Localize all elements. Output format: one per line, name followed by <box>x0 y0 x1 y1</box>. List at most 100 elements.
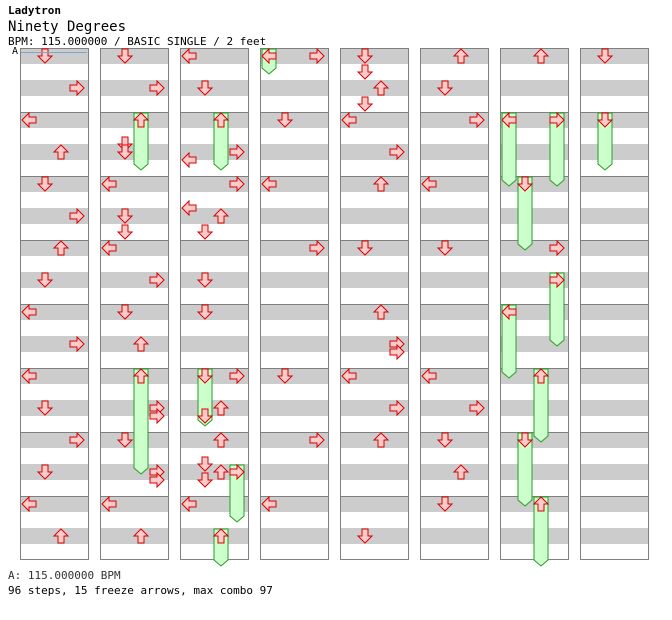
beat-band <box>420 528 488 544</box>
beat-band <box>580 336 648 352</box>
beat-band <box>420 144 488 160</box>
step-arrow-down <box>196 408 214 424</box>
beat-band <box>100 464 168 480</box>
beat-band <box>340 464 408 480</box>
freeze-arrow <box>501 112 517 187</box>
step-arrow-down <box>116 224 134 240</box>
beat-band <box>260 336 328 352</box>
step-arrow-right <box>309 239 325 257</box>
beat-band <box>420 80 488 96</box>
step-arrow-left <box>101 495 117 513</box>
step-arrow-right <box>389 343 405 361</box>
beat-band <box>580 144 648 160</box>
beat-band <box>20 464 88 480</box>
step-arrow-down <box>36 176 54 192</box>
beat-band <box>500 464 568 480</box>
step-arrow-left <box>181 199 197 217</box>
beat-band <box>420 112 488 128</box>
beat-band <box>420 208 488 224</box>
freeze-head-arrow <box>261 47 277 65</box>
beat-band <box>20 48 88 64</box>
beat-band <box>20 208 88 224</box>
measure <box>20 112 88 176</box>
beat-band <box>580 432 648 448</box>
step-arrow-right <box>469 399 485 417</box>
freeze-head-arrow <box>196 368 214 384</box>
freeze-arrow <box>549 112 565 187</box>
step-arrow-down <box>36 272 54 288</box>
measure <box>260 112 328 176</box>
beat-band <box>100 272 168 288</box>
beat-band <box>580 48 648 64</box>
step-arrows <box>21 47 614 544</box>
beat-band <box>100 176 168 192</box>
step-arrow-up <box>372 80 390 96</box>
measure <box>580 240 648 304</box>
beat-band <box>20 496 88 512</box>
step-arrow-right <box>69 335 85 353</box>
beat-band <box>100 48 168 64</box>
step-arrow-down <box>196 456 214 472</box>
step-arrow-down <box>36 400 54 416</box>
freeze-head-arrow <box>596 112 614 128</box>
step-arrow-up <box>372 432 390 448</box>
step-arrow-right <box>149 407 165 425</box>
measure <box>420 496 488 560</box>
beat-band <box>340 368 408 384</box>
step-arrow-up <box>452 464 470 480</box>
measure <box>420 48 488 112</box>
freeze-arrow <box>229 464 245 523</box>
measure <box>500 432 568 496</box>
beat-band <box>260 304 328 320</box>
step-arrow-up <box>212 208 230 224</box>
beat-band <box>580 80 648 96</box>
freeze-head-arrow <box>212 112 230 128</box>
freeze-arrow <box>517 432 533 507</box>
freeze-head-arrow <box>532 496 550 512</box>
step-arrow-down <box>196 472 214 488</box>
bpm-summary: A: 115.000000 BPM <box>8 569 121 582</box>
step-arrow-right <box>469 111 485 129</box>
measure <box>420 240 488 304</box>
beat-band <box>340 240 408 256</box>
measure <box>580 496 648 560</box>
beat-band <box>20 80 88 96</box>
step-stats: 96 steps, 15 freeze arrows, max combo 97 <box>8 584 273 597</box>
measure <box>580 48 648 112</box>
beat-band <box>580 368 648 384</box>
step-arrow-left <box>261 495 277 513</box>
freeze-head-arrow <box>549 271 565 289</box>
step-arrow-right <box>149 271 165 289</box>
measure <box>100 304 168 368</box>
beat-band <box>180 80 248 96</box>
step-arrow-left <box>101 175 117 193</box>
step-arrow-left <box>421 175 437 193</box>
step-arrow-right <box>229 143 245 161</box>
beat-band <box>180 176 248 192</box>
step-arrow-left <box>181 151 197 169</box>
beat-band <box>420 176 488 192</box>
beat-band <box>260 496 328 512</box>
step-arrow-up <box>132 528 150 544</box>
bpm-marker-label: A <box>12 46 19 57</box>
step-arrow-left <box>101 239 117 257</box>
measure <box>20 240 88 304</box>
beat-band <box>420 496 488 512</box>
step-arrow-left <box>341 367 357 385</box>
freeze-arrow <box>517 176 533 251</box>
step-arrow-down <box>276 112 294 128</box>
measure <box>100 48 168 112</box>
beat-band <box>340 272 408 288</box>
beat-band <box>180 240 248 256</box>
step-arrow-down <box>436 240 454 256</box>
freeze-head-arrow <box>132 368 150 384</box>
measure <box>260 496 328 560</box>
measure <box>580 304 648 368</box>
beat-band <box>580 496 648 512</box>
measure <box>260 368 328 432</box>
step-arrow-right <box>389 399 405 417</box>
freeze-arrow <box>597 112 613 171</box>
freeze-head-arrow <box>132 112 150 128</box>
beat-band <box>340 336 408 352</box>
